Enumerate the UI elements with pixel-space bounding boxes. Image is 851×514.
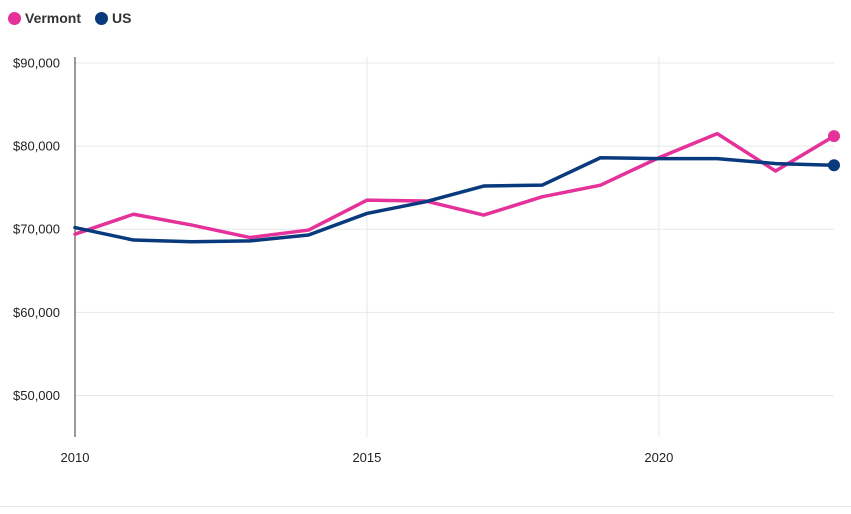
legend: Vermont US: [8, 10, 131, 26]
grid: [74, 57, 834, 437]
legend-item-vermont: Vermont: [8, 10, 81, 26]
y-tick-label: $70,000: [13, 222, 60, 237]
series-lines: [73, 131, 836, 244]
series-line-us: [73, 155, 836, 244]
series-endpoints: [828, 130, 840, 172]
y-tick-label: $80,000: [13, 139, 60, 154]
series-endpoint-us: [828, 159, 840, 172]
x-tick-label: 2010: [61, 450, 90, 465]
legend-swatch-us: [95, 11, 109, 25]
y-tick-label: $50,000: [13, 388, 60, 403]
axis-labels: $50,000 $60,000 $70,000 $80,000 $90,000 2010 2…: [13, 56, 673, 466]
legend-label-vermont: Vermont: [25, 10, 82, 26]
y-tick-label: $60,000: [13, 305, 60, 320]
legend-label-us: US: [112, 10, 132, 26]
series-line-vermont: [73, 131, 836, 240]
y-tick-label: $90,000: [13, 56, 60, 71]
legend-swatch-vermont: [8, 11, 21, 25]
legend-item-us: US: [95, 10, 131, 26]
x-tick-label: 2015: [352, 450, 381, 465]
series-endpoint-vermont: [828, 130, 840, 143]
x-tick-label: 2020: [644, 450, 673, 465]
bottom-divider: [0, 506, 851, 507]
